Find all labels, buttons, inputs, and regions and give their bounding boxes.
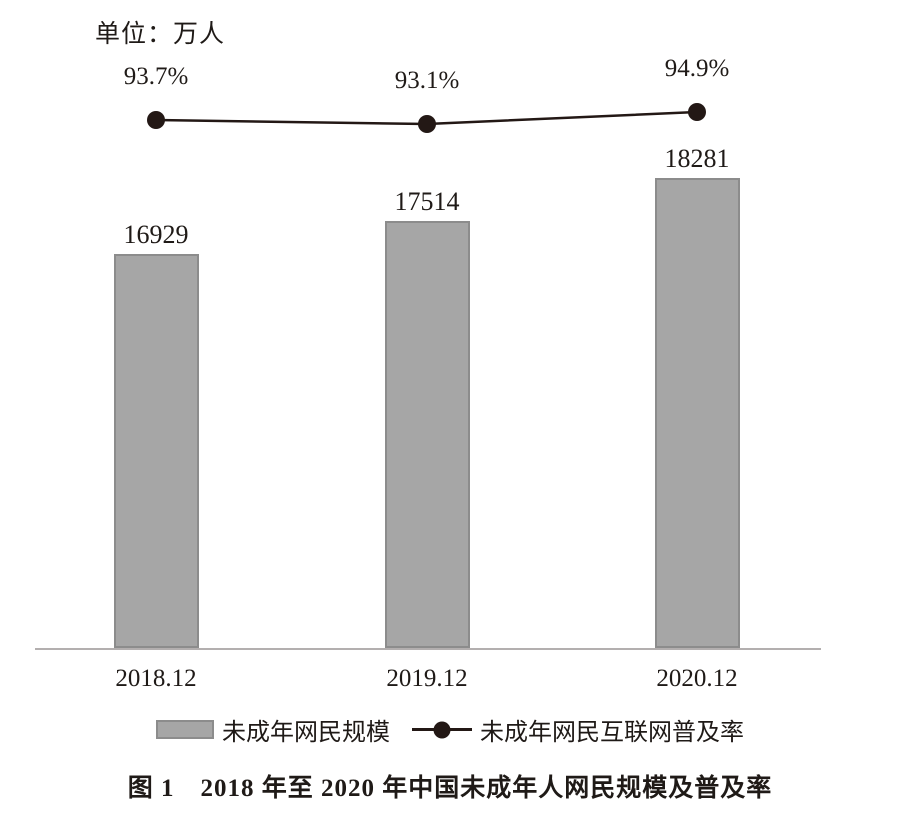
line-point-2018 (147, 111, 165, 129)
bar-value-2018: 16929 (123, 220, 189, 249)
bar-2018: 16929 (113, 220, 199, 648)
x-tick-2020: 2020.12 (656, 665, 738, 692)
line-point-2020 (688, 103, 706, 121)
line-legend-label: 未成年网民互联网普及率 (480, 720, 744, 746)
bar-legend-swatch-icon (156, 720, 214, 739)
bar-legend-label: 未成年网民规模 (222, 720, 390, 746)
penetration-rate-line (155, 110, 698, 126)
rate-label-2020: 94.9% (664, 55, 730, 82)
line-point-2019 (418, 115, 436, 133)
rate-label-2019: 93.1% (394, 67, 460, 94)
line-legend-dot-icon (433, 721, 451, 738)
rate-label-2018: 93.7% (123, 63, 189, 90)
bar-value-2020: 18281 (664, 144, 730, 173)
x-axis-line (35, 648, 821, 650)
x-tick-2019: 2019.12 (386, 665, 468, 692)
unit-label: 单位：万人 (95, 21, 226, 48)
bar-2019: 17514 (384, 187, 470, 648)
x-tick-2018: 2018.12 (115, 665, 197, 692)
line-legend-marker-icon (412, 721, 472, 738)
legend: 未成年网民规模 未成年网民互联网普及率 (0, 712, 900, 747)
bar-2020: 18281 (654, 144, 740, 648)
bar-value-2019: 17514 (394, 187, 460, 216)
figure-caption: 图 1 2018 年至 2020 年中国未成年人网民规模及普及率 (127, 775, 773, 802)
